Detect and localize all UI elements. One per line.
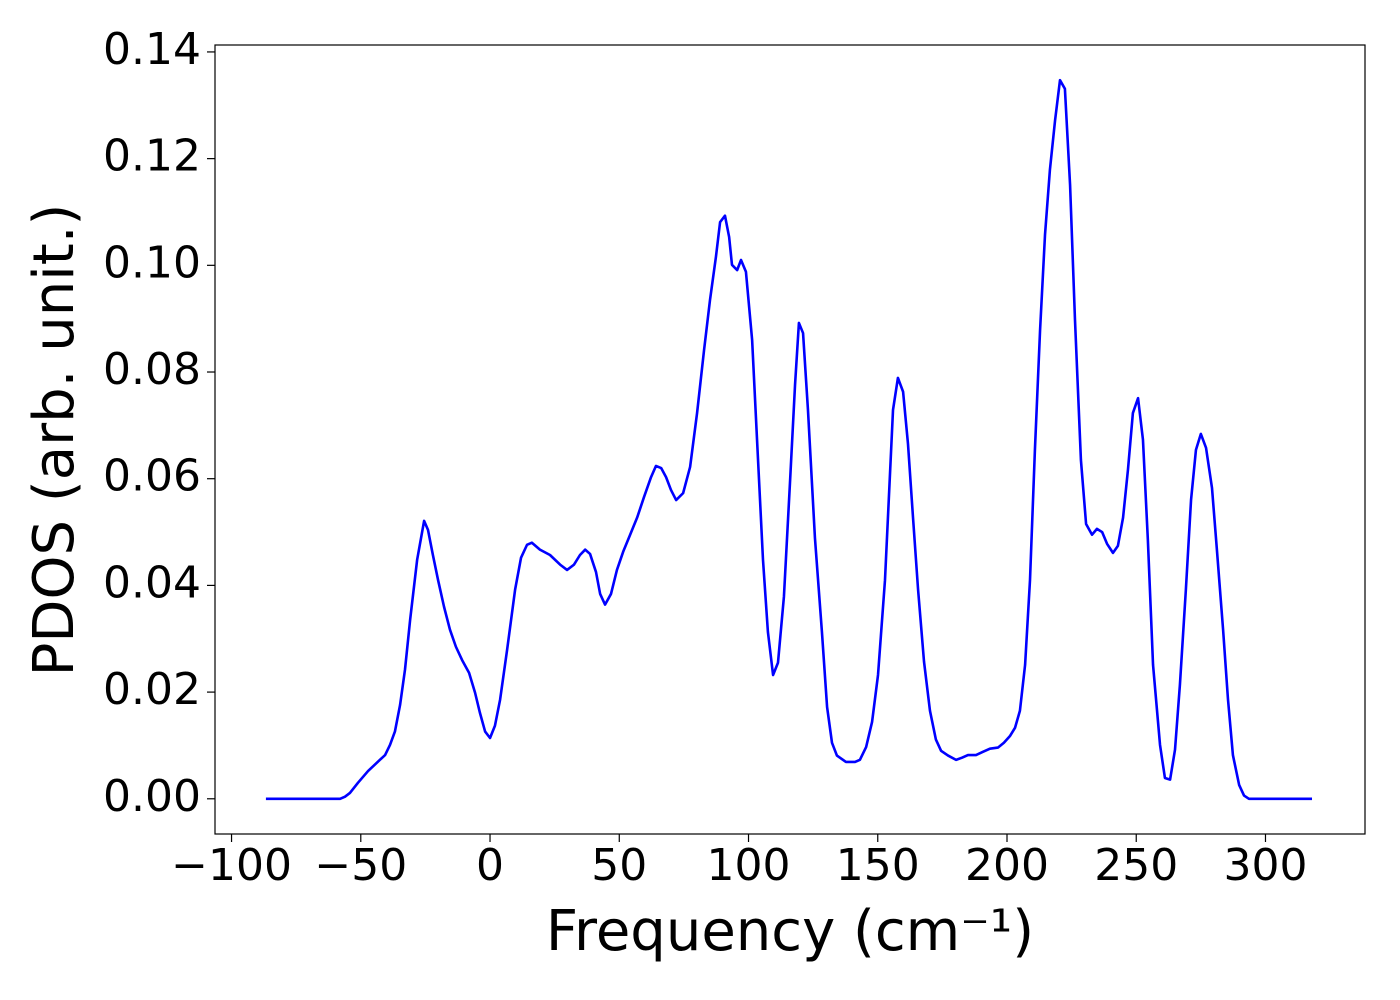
x-tick-label: −100	[171, 840, 292, 891]
x-tick-label: 250	[1094, 840, 1178, 891]
x-tick-label: 0	[476, 840, 504, 891]
y-tick-label: 0.04	[103, 557, 201, 608]
x-tick-label: 150	[836, 840, 920, 891]
x-tick-label: 200	[965, 840, 1049, 891]
pdos-line	[265, 78, 1313, 801]
y-tick-label: 0.10	[103, 237, 201, 288]
plot-frame	[214, 44, 1366, 835]
x-tick-label: 50	[591, 840, 647, 891]
y-axis-label: PDOS (arb. unit.)	[22, 204, 87, 677]
y-tick-label: 0.08	[103, 344, 201, 395]
y-tick-label: 0.12	[103, 131, 201, 182]
y-tick-label: 0.00	[103, 771, 201, 822]
x-tick-label: −50	[314, 840, 407, 891]
y-tick-label: 0.14	[103, 24, 201, 75]
x-axis-label: Frequency (cm⁻¹)	[546, 899, 1034, 964]
x-tick-label: 300	[1223, 840, 1307, 891]
y-tick-label: 0.06	[103, 451, 201, 502]
y-tick-label: 0.02	[103, 664, 201, 715]
x-tick-label: 100	[707, 840, 791, 891]
